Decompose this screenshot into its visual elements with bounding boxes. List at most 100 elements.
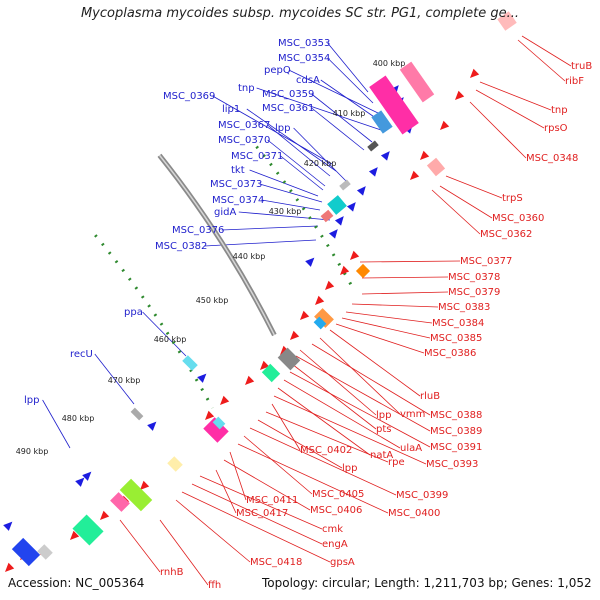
tick-label: 480 kbp [62,414,95,423]
leader-line [221,225,319,231]
leader-line [291,363,377,430]
gene-label-reverse: MSC_0393 [426,459,478,470]
gene-label-reverse: natA [370,450,393,461]
leader-line [271,403,301,451]
reverse-gene-block [212,416,226,430]
map-title: Mycoplasma mycoides subsp. mycoides SC s… [80,6,520,21]
forward-gene-arrow [305,257,315,267]
leader-line [345,311,433,324]
leader-line [243,435,313,495]
leader-line [199,475,323,530]
leader-line [229,451,247,501]
leader-line [311,93,373,143]
gene-label-reverse: lpp [342,463,357,474]
reverse-gene-block [314,308,334,328]
forward-gene-arrow [368,167,378,177]
leader-line [280,155,324,191]
reverse-gene-block [11,537,41,567]
gene-label-reverse: MSC_0383 [438,302,490,313]
gene-label-reverse: trpS [502,193,523,204]
gene-label-reverse: ulaA [400,443,422,454]
leader-line [42,399,71,449]
tick-label: 450 kbp [196,296,229,305]
gene-label-reverse: MSC_0418 [250,557,302,568]
backbone-highlight [158,154,276,336]
leader-line [181,491,331,563]
leader-line [223,459,311,511]
leader-line [327,57,374,104]
tick-label: 470 kbp [108,376,141,385]
leader-line [267,139,326,187]
gene-label-reverse: MSC_0400 [388,508,440,519]
forward-gene-block [182,355,198,371]
leader-line [475,89,545,129]
reverse-gene-block [119,478,153,512]
gene-label-reverse: ribF [565,76,584,87]
accession-text: Accession: NC_005364 [8,576,145,590]
gene-label-reverse: MSC_0386 [424,348,476,359]
leader-line [295,355,431,432]
gene-label-forward: MSC_0359 [262,89,314,100]
gene-label-forward: gidA [214,207,236,218]
forward-gene-arrow [3,521,13,531]
gene-label-reverse: MSC_0348 [526,153,578,164]
reverse-gene-block [261,363,281,383]
leader-line [479,81,552,111]
gene-label-reverse: MSC_0391 [430,442,482,453]
leader-line [283,379,401,449]
leader-line [277,387,371,456]
reverse-gene-arrow [455,90,465,100]
leader-line [257,419,343,469]
leader-line [256,87,385,132]
leader-line [320,79,381,122]
gene-label-forward: MSC_0369 [163,91,215,102]
tick-label: 440 kbp [233,252,266,261]
gene-label-reverse: MSC_0406 [310,505,362,516]
leader-line [311,343,431,416]
forward-gene-block [327,195,347,215]
reverse-gene-block [426,157,446,177]
gene-label-forward: cdsA [296,75,320,86]
leader-line [341,317,431,339]
leader-line [469,101,527,159]
gene-label-forward: MSC_0371 [231,151,283,162]
tick-ring-inner [255,145,356,292]
reverse-gene-block [277,347,301,371]
reverse-gene-arrow [205,410,215,420]
gene-label-forward: MSC_0367 [218,120,270,131]
gene-label-reverse: tnp [551,105,568,116]
forward-gene-arrow [328,229,338,239]
leader-line [299,349,377,416]
leader-line [212,95,333,165]
reverse-gene-arrow [280,345,290,355]
forward-gene-block [320,209,334,223]
gene-label-forward: tkt [231,165,245,176]
gene-label-reverse: MSC_0417 [236,508,288,519]
forward-gene-arrow [334,216,344,226]
forward-gene-block [399,61,435,103]
leader-line [431,189,481,235]
gene-label-forward: MSC_0361 [262,103,314,114]
leader-line [237,443,389,514]
gene-label-forward: MSC_0353 [278,38,330,49]
gene-label-forward: recU [70,349,93,360]
reverse-gene-arrow [325,280,335,290]
gene-label-forward: MSC_0382 [155,241,207,252]
gene-label-reverse: MSC_0405 [312,489,364,500]
leader-line [319,337,401,415]
leader-line [311,107,365,151]
reverse-gene-arrow [340,265,350,275]
leader-line [273,395,427,465]
gene-label-reverse: gpsA [330,557,355,568]
leader-line [359,260,461,263]
reverse-gene-arrow [245,375,255,385]
tick-label: 490 kbp [16,447,49,456]
reverse-gene-arrow [220,395,230,405]
gene-label-reverse: rpe [388,457,405,468]
gene-label-reverse: lpp [376,410,391,421]
leader-line [267,124,331,177]
reverse-gene-arrow [410,170,420,180]
forward-gene-block [339,179,351,191]
gene-label-reverse: MSC_0377 [460,256,512,267]
gene-label-forward: lip1 [222,104,240,115]
